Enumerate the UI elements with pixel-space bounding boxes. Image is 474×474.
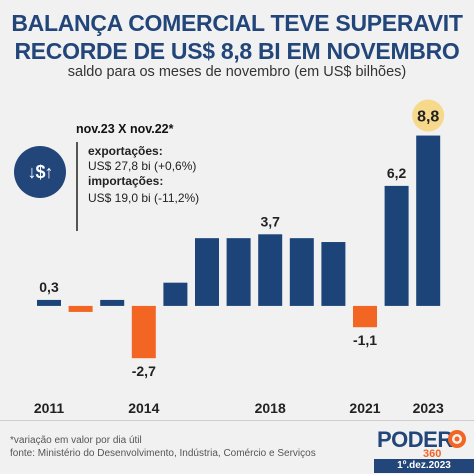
- x-tick-2011: 2011: [34, 400, 65, 416]
- bar-2021: [353, 305, 377, 328]
- highlight-badge: [412, 99, 445, 132]
- data-label-2014: -2,7: [132, 363, 156, 379]
- bar-chart: 0,3 -2,7 3,7 -1,1 6,2 8,8 2011 2014 2018 2021 2023: [34, 99, 445, 416]
- x-tick-2014: 2014: [128, 400, 159, 416]
- poder360-logo: PODER 360: [377, 427, 467, 460]
- x-tick-2023: 2023: [413, 400, 444, 416]
- bar-2020: [321, 242, 346, 306]
- bar-2022: [384, 185, 409, 306]
- logo-brand: PODER: [377, 427, 453, 452]
- x-tick-2021: 2021: [349, 400, 380, 416]
- logo-mark-icon: [448, 430, 466, 448]
- bar-2015: [163, 282, 188, 306]
- bar-2014: [131, 305, 156, 359]
- bar-2019: [289, 238, 314, 306]
- data-label-2021: -1,1: [353, 332, 377, 348]
- exports-value: US$ 27,8 bi (+0,6%): [88, 159, 197, 173]
- data-label-2011: 0,3: [39, 279, 59, 295]
- bar-2018: [258, 234, 283, 306]
- bar-2011: [37, 299, 61, 306]
- bar-2017: [226, 238, 251, 306]
- bar-2023: [416, 135, 441, 306]
- footnote: *variação em valor por dia útil: [10, 435, 142, 446]
- bar-2016: [195, 238, 219, 306]
- publish-date: 1º.dez.2023: [374, 459, 474, 473]
- bar-2012: [68, 305, 93, 312]
- chart-title-line-1: BALANÇA COMERCIAL TEVE SUPERAVIT: [11, 10, 463, 36]
- data-label-2022: 6,2: [387, 165, 407, 181]
- imports-value: US$ 19,0 bi (-11,2%): [88, 191, 200, 205]
- logo-brand-sub: 360: [423, 448, 442, 460]
- bar-2013: [100, 299, 125, 306]
- infobox-heading: nov.23 X nov.22*: [76, 122, 174, 136]
- exports-label: exportações:: [88, 144, 163, 158]
- data-label-2018: 3,7: [260, 213, 280, 229]
- chart-subtitle: saldo para os meses de novembro (em US$ …: [67, 64, 407, 80]
- chart-title-line-2: RECORDE DE US$ 8,8 BI EM NOVEMBRO: [14, 38, 460, 64]
- footer: *variação em valor por dia útil fonte: M…: [0, 420, 474, 474]
- imports-label: importações:: [88, 174, 164, 188]
- infobox-divider: [76, 142, 78, 231]
- x-tick-2018: 2018: [255, 400, 286, 416]
- dollar-exchange-icon: ↓$↑: [14, 146, 66, 198]
- data-label-2023: 8,8: [417, 109, 439, 126]
- source-note: fonte: Ministério do Desenvolvimento, In…: [10, 448, 316, 459]
